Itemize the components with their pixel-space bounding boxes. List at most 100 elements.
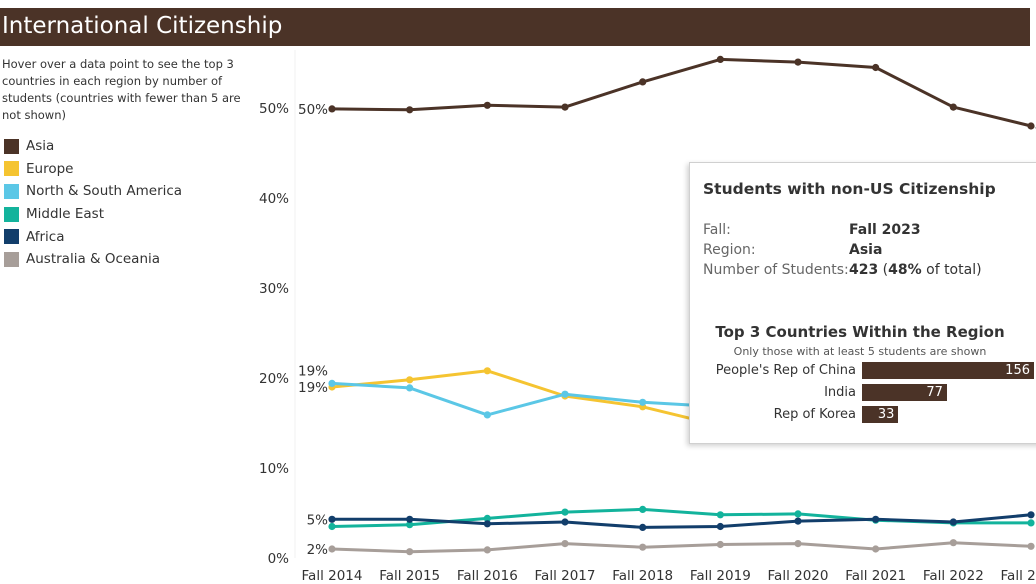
legend-swatch xyxy=(4,183,19,199)
y-tick-label: 10% xyxy=(259,461,289,477)
count-pct: 48% xyxy=(888,262,922,278)
legend-item[interactable]: Asia xyxy=(4,135,182,158)
data-point xyxy=(406,521,414,529)
data-point xyxy=(716,511,724,519)
data-point xyxy=(406,384,414,392)
data-point xyxy=(794,510,802,518)
data-point xyxy=(872,515,880,523)
x-tick-label: Fall 2022 xyxy=(923,568,984,584)
data-point xyxy=(406,106,414,114)
x-tick-label: Fall 2016 xyxy=(457,568,518,584)
series-line xyxy=(330,57,1033,128)
tooltip: Students with non-US Citizenship Fall: F… xyxy=(689,162,1036,444)
x-tick-label: Fall 2015 xyxy=(379,568,440,584)
data-point xyxy=(406,548,414,556)
data-point xyxy=(483,514,491,523)
data-point xyxy=(872,63,880,72)
y-tick-label: 0% xyxy=(268,551,290,567)
fall-label: Fall: xyxy=(703,222,731,238)
data-point xyxy=(483,546,491,554)
tooltip-title: Students with non-US Citizenship xyxy=(703,180,996,198)
fall-value: Fall 2023 xyxy=(849,222,921,238)
data-point xyxy=(794,58,802,66)
data-point xyxy=(1027,542,1035,550)
x-tick-label: Fall 2014 xyxy=(302,568,363,584)
data-point xyxy=(639,505,647,513)
y-tick-label: 50% xyxy=(259,101,289,117)
data-label: 19% xyxy=(298,380,328,396)
legend-swatch xyxy=(4,229,19,245)
data-point xyxy=(483,101,491,109)
series-line xyxy=(330,507,1033,528)
data-point xyxy=(639,398,647,406)
data-point xyxy=(561,508,569,516)
legend-label: Australia & Oceania xyxy=(26,251,161,268)
data-point xyxy=(561,518,569,526)
country-label: Rep of Korea xyxy=(773,407,856,422)
data-point xyxy=(872,545,880,553)
legend-label: Europe xyxy=(26,160,74,177)
country-bar: 77 xyxy=(862,384,947,401)
legend-swatch xyxy=(4,138,19,154)
legend-item[interactable]: Australia & Oceania xyxy=(4,248,182,271)
legend-item[interactable]: Africa xyxy=(4,225,182,248)
data-point xyxy=(1027,122,1035,130)
hover-hint: Hover over a data point to see the top 3… xyxy=(2,57,241,122)
country-value: 156 xyxy=(1005,363,1030,378)
country-bar: 33 xyxy=(862,406,899,423)
y-tick-label: 20% xyxy=(259,371,289,387)
legend-item[interactable]: North & South America xyxy=(4,180,182,203)
title-bar: International Citizenship xyxy=(0,8,1030,46)
data-point xyxy=(483,367,491,375)
data-point xyxy=(561,390,569,398)
country-value: 33 xyxy=(877,407,895,422)
legend-label: Middle East xyxy=(26,206,105,223)
data-point xyxy=(483,411,491,419)
data-point xyxy=(716,540,724,549)
country-value: 77 xyxy=(926,385,943,400)
x-tick-label: Fall 2023 xyxy=(1001,568,1036,584)
data-point xyxy=(639,78,647,86)
data-point xyxy=(716,55,724,64)
data-point xyxy=(328,545,336,553)
data-point xyxy=(328,105,336,113)
legend-swatch xyxy=(4,206,19,222)
tooltip-note: Only those with at least 5 students are … xyxy=(733,345,987,358)
legend-item[interactable]: Europe xyxy=(4,158,182,181)
country-bar: 156 xyxy=(862,362,1034,379)
data-point xyxy=(483,520,491,528)
data-label: 50% xyxy=(298,102,328,118)
data-point xyxy=(794,517,802,525)
series-line xyxy=(330,541,1033,554)
count-pct-prefix: ( xyxy=(878,262,889,278)
data-point xyxy=(328,522,336,531)
data-point xyxy=(328,515,336,523)
data-point xyxy=(1027,511,1035,519)
data-point xyxy=(716,522,724,531)
country-label: People's Rep of China xyxy=(715,363,856,378)
legend: Asia Europe North & South America Middle Ea… xyxy=(4,135,182,271)
data-point xyxy=(949,539,957,547)
data-point xyxy=(639,543,647,551)
data-label: 2% xyxy=(307,542,329,558)
legend-item[interactable]: Middle East xyxy=(4,203,182,226)
data-point xyxy=(328,379,336,387)
count-number: 423 xyxy=(849,262,879,278)
x-tick-label: Fall 2020 xyxy=(768,568,829,584)
data-point xyxy=(406,376,414,384)
data-point xyxy=(561,103,569,111)
x-tick-label: Fall 2021 xyxy=(845,568,906,584)
region-label: Region: xyxy=(703,242,756,258)
tooltip-subtitle: Top 3 Countries Within the Region xyxy=(715,323,1005,341)
y-tick-label: 40% xyxy=(259,191,289,207)
page-title: International Citizenship xyxy=(2,13,283,39)
legend-swatch xyxy=(4,161,19,177)
legend-label: North & South America xyxy=(26,183,183,200)
x-tick-label: Fall 2019 xyxy=(690,568,751,584)
data-point xyxy=(949,518,957,526)
data-point xyxy=(949,103,957,111)
legend-swatch xyxy=(4,251,19,267)
data-label: 5% xyxy=(307,512,329,528)
y-tick-label: 30% xyxy=(259,281,289,297)
